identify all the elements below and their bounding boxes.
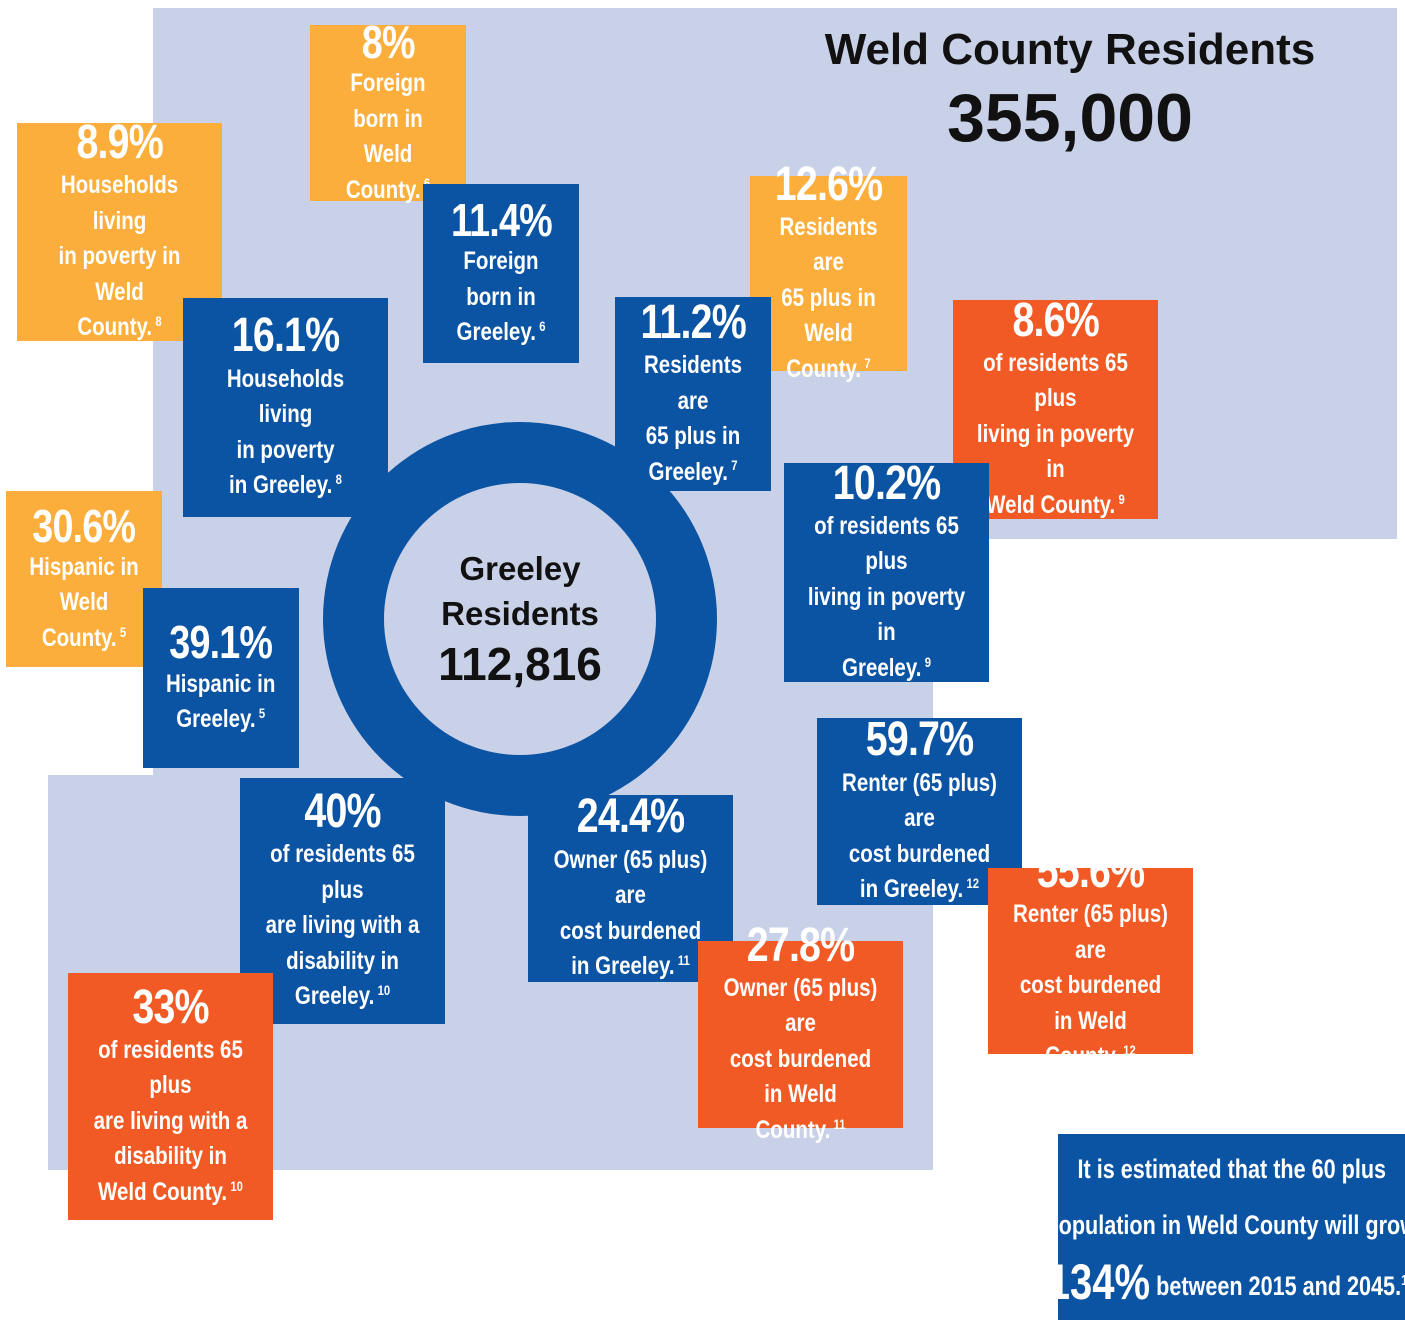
- weld-county-population: 355,000: [947, 80, 1193, 156]
- projection-growth-percent: 134%: [1058, 1253, 1151, 1310]
- stat-percent: 55.6%: [1036, 845, 1145, 899]
- stat-box-hispanic-weld: 30.6% Hispanic in Weld County. 5: [6, 491, 162, 667]
- footnote-ref: 9: [1118, 491, 1125, 507]
- stat-percent: 8%: [361, 15, 416, 68]
- stat-box-hispanic-greeley: 39.1% Hispanic in Greeley. 5: [143, 588, 299, 768]
- stat-description: Residents are 65 plus in Weld County.: [779, 212, 878, 383]
- footnote-ref: 11: [677, 952, 690, 968]
- footnote-ref: 6: [539, 319, 546, 335]
- stat-percent: 39.1%: [169, 616, 274, 669]
- greeley-center: Greeley Residents 112,816: [384, 483, 656, 755]
- footnote-ref: 13: [1402, 1273, 1405, 1289]
- stat-description: Renter (65 plus) are cost burdened in Gr…: [842, 768, 997, 904]
- projection-line1: It is estimated that the 60 plus: [1077, 1153, 1386, 1184]
- weld-county-title: Weld County Residents 355,000: [790, 22, 1350, 158]
- stat-percent: 16.1%: [231, 309, 340, 363]
- stat-description: of residents 65 plus are living with a d…: [265, 840, 420, 1011]
- stat-percent: 27.8%: [746, 918, 855, 972]
- greeley-label-line1: Greeley: [459, 550, 581, 587]
- weld-county-label: Weld County Residents: [824, 25, 1316, 74]
- greeley-population: 112,816: [438, 638, 602, 690]
- footnote-ref: 12: [966, 875, 980, 891]
- stat-box-foreign-greeley: 11.4% Foreign born in Greeley. 6: [423, 184, 579, 363]
- projection-line3: between 2015 and 2045.: [1156, 1270, 1402, 1301]
- stat-description: Foreign born in Greeley.: [456, 247, 539, 347]
- footnote-ref: 10: [230, 1178, 243, 1194]
- stat-description: Households living in poverty in Greeley.: [226, 364, 345, 500]
- footnote-ref: 9: [924, 654, 931, 670]
- stat-percent: 11.4%: [450, 194, 553, 247]
- stat-box-poverty65-weld: 8.6% of residents 65 plus living in pove…: [953, 295, 1158, 519]
- stat-box-disability-greeley: 40% of residents 65 plus are living with…: [240, 778, 445, 1024]
- stat-percent: 10.2%: [832, 456, 941, 510]
- footnote-ref: 5: [259, 705, 266, 721]
- stat-percent: 59.7%: [865, 713, 974, 767]
- stat-box-age65-greeley: 11.2% Residents are 65 plus in Greeley. 7: [615, 297, 771, 491]
- footnote-ref: 10: [377, 983, 391, 999]
- stat-box-owner-greeley: 24.4% Owner (65 plus) are cost burdened …: [528, 790, 733, 982]
- footnote-ref: 6: [424, 176, 430, 191]
- footnote-ref: 12: [1123, 1043, 1136, 1059]
- stat-description: Renter (65 plus) are cost burdened in We…: [1013, 900, 1168, 1071]
- growth-projection-box: It is estimated that the 60 plus populat…: [1058, 1134, 1405, 1320]
- stat-percent: 8.9%: [76, 116, 163, 170]
- stat-box-foreign-weld: 8% Foreign born in Weld County.6: [310, 18, 466, 204]
- stat-percent: 12.6%: [774, 157, 883, 211]
- stat-description: Hispanic in Greeley.: [166, 669, 276, 734]
- stat-description: Foreign born in Weld County.: [345, 69, 426, 204]
- stat-percent: 40%: [304, 785, 381, 839]
- footnote-ref: 8: [335, 471, 342, 487]
- stat-percent: 8.6%: [1012, 293, 1099, 347]
- stat-box-poverty65-greeley: 10.2% of residents 65 plus living in pov…: [784, 458, 989, 682]
- stat-description: Hispanic in Weld County.: [29, 552, 139, 652]
- stat-percent: 24.4%: [576, 790, 685, 844]
- stat-description: Residents are 65 plus in Greeley.: [644, 351, 742, 486]
- stat-percent: 30.6%: [32, 499, 137, 552]
- footnote-ref: 7: [864, 355, 871, 371]
- stat-box-age65-weld: 12.6% Residents are 65 plus in Weld Coun…: [750, 159, 907, 383]
- stat-box-disability-weld: 33% of residents 65 plus are living with…: [68, 973, 273, 1220]
- stat-description: Owner (65 plus) are cost burdened in Wel…: [723, 973, 878, 1144]
- footnote-ref: 5: [119, 624, 127, 640]
- greeley-label-line2: Residents: [441, 595, 599, 632]
- stat-description: of residents 65 plus living in poverty i…: [807, 511, 966, 682]
- stat-box-poverty-households-greeley: 16.1% Households living in poverty in Gr…: [183, 298, 388, 517]
- stat-box-renter-greeley: 59.7% Renter (65 plus) are cost burdened…: [817, 713, 1022, 905]
- stat-description: of residents 65 plus are living with a d…: [93, 1035, 248, 1206]
- stat-box-owner-weld: 27.8% Owner (65 plus) are cost burdened …: [698, 920, 903, 1144]
- stat-description: Households living in poverty in Weld Cou…: [58, 171, 181, 342]
- stat-percent: 33%: [132, 980, 209, 1034]
- stat-description: Owner (65 plus) are cost burdened in Gre…: [553, 845, 708, 981]
- footnote-ref: 7: [731, 458, 738, 474]
- stat-box-renter-weld: 55.6% Renter (65 plus) are cost burdened…: [988, 846, 1193, 1070]
- projection-line2: population in Weld County will grow: [1058, 1209, 1405, 1240]
- stat-description: of residents 65 plus living in poverty i…: [976, 348, 1135, 519]
- stat-percent: 11.2%: [640, 295, 746, 349]
- footnote-ref: 8: [155, 314, 162, 330]
- footnote-ref: 11: [833, 1116, 846, 1132]
